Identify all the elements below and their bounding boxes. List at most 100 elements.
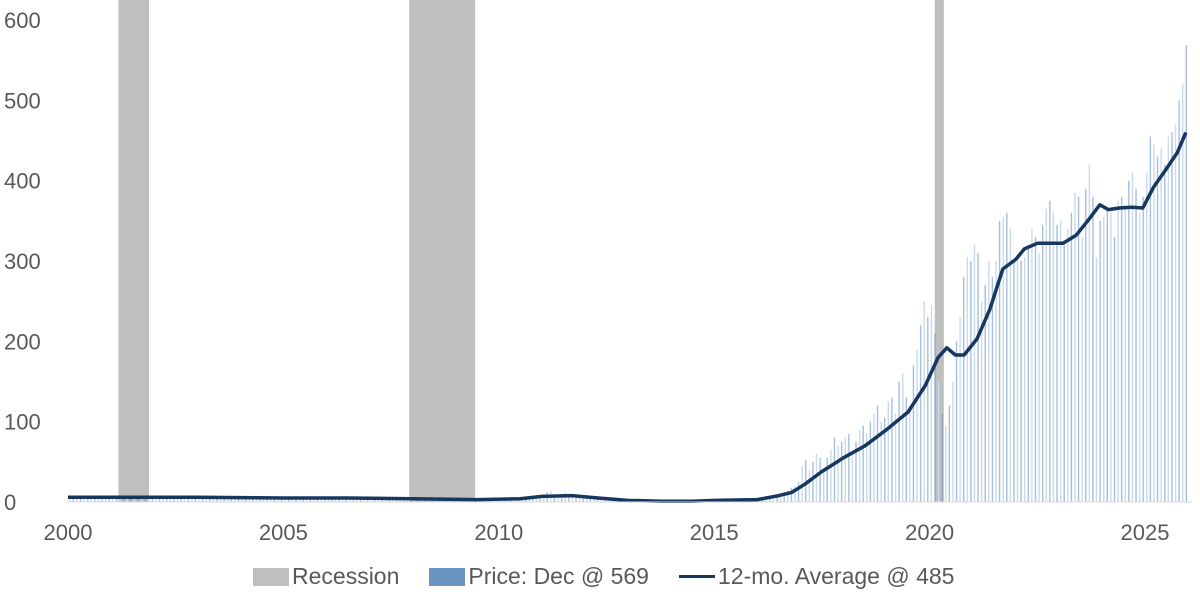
price-bar [148,497,150,502]
price-bar [288,497,290,502]
price-bar [528,498,531,502]
price-bar [568,494,570,502]
price-bar [532,497,534,502]
price-bar [306,497,308,502]
price-bar [855,441,857,502]
price-bar [539,495,541,502]
price-bar [183,497,186,502]
price-bar [187,497,189,502]
price-bar [1009,228,1012,502]
price-bar [1185,44,1187,503]
price-bar [1113,236,1116,502]
price-bar [787,489,789,502]
x-tick-label: 2010 [474,520,523,545]
price-bar [876,405,879,502]
price-bar [761,499,764,502]
price-bar [108,497,110,502]
price-bar [945,425,947,502]
price-bar [1138,212,1141,503]
y-tick-label: 300 [4,249,41,274]
price-bar [772,497,775,502]
price-bar [201,497,204,502]
price-bar [302,497,304,502]
price-bar [905,397,907,502]
price-bar [130,497,132,502]
price-bar [133,497,136,502]
price-bar [90,497,93,502]
price-bar [571,495,574,502]
price-bar [316,497,319,502]
price-bar [1002,216,1004,503]
price-bar [169,497,172,502]
price-bar [891,397,893,502]
price-bar [1099,220,1101,503]
price-bar [923,301,925,502]
price-bar [284,497,286,502]
price-bar [209,497,211,502]
price-bar [1052,212,1055,503]
price-bar [578,495,581,502]
price-bar [1081,236,1083,502]
price-bar [575,494,577,502]
price-bar [930,305,933,502]
price-bar [180,497,182,502]
price-bar [1142,196,1144,502]
price-bar [87,497,89,502]
price-bar [765,498,767,502]
price-bar [1131,172,1134,502]
price-bar [844,437,846,502]
price-bar [1110,212,1112,503]
price-bar [241,497,243,502]
price-bar [298,497,301,502]
price-bar [966,256,968,502]
price-bar [1056,224,1058,502]
price-bar [507,499,509,502]
price-bar [1120,196,1123,502]
price-bar [557,495,559,502]
price-bar [1135,188,1137,502]
price-bar [998,220,1001,503]
price-bar [166,497,168,502]
price-bar [255,497,258,502]
legend: Recession Price: Dec @ 569 12-mo. Averag… [253,563,984,590]
price-bar [1153,144,1155,502]
price-bar [259,497,261,502]
y-tick-label: 600 [4,8,41,33]
average-line [68,131,1188,503]
price-bar [1038,252,1040,502]
y-tick-label: 400 [4,169,41,194]
average-line-swatch-icon [678,575,715,578]
price-bar [525,498,527,502]
price-bar [783,492,785,502]
price-bar [977,252,979,502]
price-bar [1128,180,1130,502]
price-bar [1059,220,1062,503]
price-bar [1024,256,1026,502]
price-bar [1034,236,1037,502]
price-bar [819,457,821,502]
price-bar [894,413,897,502]
price-bar [822,468,825,502]
price-bar [510,499,513,502]
price-bar [808,469,811,502]
price-bar [1095,256,1098,502]
price-bar [934,333,936,502]
price-bar [1045,208,1047,503]
price-bar [173,497,175,502]
price-bar [984,285,986,502]
price-bars [69,44,1187,503]
y-tick-label: 200 [4,329,41,354]
price-bar [970,261,972,502]
price-bar [790,487,793,502]
price-bar [69,497,71,502]
price-bar [1156,156,1159,503]
price-bar [1006,212,1008,503]
price-bar [1174,124,1177,502]
price-bar [815,453,818,502]
price-bar [884,417,886,502]
y-tick-label: 500 [4,88,41,113]
price-bar [805,460,807,502]
price-bar [837,445,839,502]
price-bar [320,497,322,502]
